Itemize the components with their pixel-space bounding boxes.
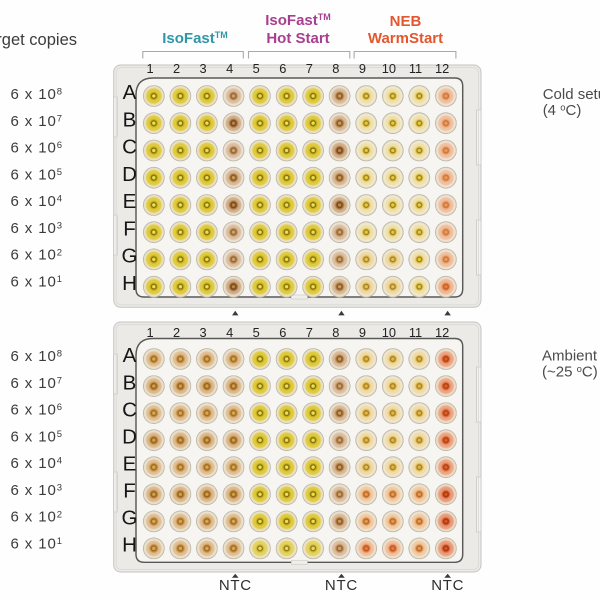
- svg-text:B: B: [123, 108, 137, 131]
- svg-text:4: 4: [226, 61, 233, 76]
- svg-text:WarmStart: WarmStart: [368, 30, 443, 47]
- svg-text:2: 2: [173, 325, 180, 340]
- svg-text:6 x 101: 6 x 101: [11, 535, 63, 552]
- svg-text:6 x 108: 6 x 108: [11, 348, 63, 365]
- svg-text:D: D: [122, 163, 137, 186]
- svg-text:C: C: [122, 136, 137, 159]
- svg-text:NEB: NEB: [390, 13, 422, 30]
- svg-text:F: F: [123, 480, 136, 503]
- svg-text:7: 7: [306, 325, 313, 340]
- svg-text:6 x 102: 6 x 102: [11, 509, 63, 526]
- svg-text:6 x 106: 6 x 106: [11, 140, 63, 157]
- svg-text:6 x 101: 6 x 101: [11, 273, 63, 290]
- svg-text:6 x 104: 6 x 104: [11, 455, 63, 472]
- svg-text:9: 9: [359, 325, 366, 340]
- svg-text:3: 3: [200, 61, 207, 76]
- svg-text:6: 6: [279, 61, 286, 76]
- svg-text:3: 3: [200, 325, 207, 340]
- svg-text:6 x 107: 6 x 107: [11, 375, 63, 392]
- svg-text:10: 10: [382, 61, 396, 76]
- svg-text:8: 8: [332, 325, 339, 340]
- svg-text:C: C: [122, 398, 137, 421]
- svg-text:E: E: [123, 190, 137, 213]
- svg-text:(~25 oC): (~25 oC): [542, 364, 598, 381]
- svg-text:E: E: [123, 452, 137, 475]
- svg-text:12: 12: [435, 61, 449, 76]
- svg-text:6 x 106: 6 x 106: [11, 402, 63, 419]
- svg-text:6 x 107: 6 x 107: [11, 113, 63, 130]
- svg-text:5: 5: [253, 325, 260, 340]
- svg-text:NTC: NTC: [219, 577, 252, 594]
- svg-text:H: H: [122, 272, 137, 295]
- svg-text:Ambient setup: Ambient setup: [542, 348, 600, 365]
- svg-text:6: 6: [279, 325, 286, 340]
- svg-text:Hot Start: Hot Start: [266, 30, 329, 47]
- svg-text:10: 10: [382, 325, 396, 340]
- svg-text:Cold setup: Cold setup: [543, 86, 600, 103]
- svg-text:1: 1: [146, 325, 153, 340]
- svg-text:IsoFastTM: IsoFastTM: [265, 12, 331, 29]
- svg-text:(4 oC): (4 oC): [543, 102, 582, 119]
- svg-text:6 x 108: 6 x 108: [11, 86, 63, 103]
- svg-text:7: 7: [306, 61, 313, 76]
- svg-text:6 x 103: 6 x 103: [11, 482, 63, 499]
- svg-text:A: A: [123, 344, 137, 367]
- svg-text:2: 2: [173, 61, 180, 76]
- svg-text:6 x 104: 6 x 104: [11, 193, 63, 210]
- svg-text:9: 9: [359, 61, 366, 76]
- svg-text:F: F: [123, 217, 136, 240]
- svg-text:4: 4: [226, 325, 233, 340]
- svg-text:B: B: [123, 371, 137, 394]
- svg-text:11: 11: [409, 325, 422, 340]
- svg-text:G: G: [122, 507, 138, 530]
- svg-text:6 x 105: 6 x 105: [11, 166, 63, 183]
- svg-text:6 x 102: 6 x 102: [11, 247, 63, 264]
- svg-text:H: H: [122, 534, 137, 557]
- svg-text:6 x 103: 6 x 103: [11, 220, 63, 237]
- svg-text:rget copies: rget copies: [0, 31, 77, 49]
- svg-text:IsoFastTM: IsoFastTM: [162, 30, 228, 47]
- svg-text:5: 5: [253, 61, 260, 76]
- svg-text:6 x 105: 6 x 105: [11, 428, 63, 445]
- svg-text:8: 8: [332, 61, 339, 76]
- svg-text:NTC: NTC: [325, 577, 358, 594]
- svg-text:11: 11: [409, 61, 422, 76]
- svg-text:G: G: [122, 245, 138, 268]
- svg-text:12: 12: [435, 325, 449, 340]
- svg-text:A: A: [123, 81, 137, 104]
- svg-text:D: D: [122, 425, 137, 448]
- svg-text:NTC: NTC: [431, 577, 464, 594]
- svg-text:1: 1: [146, 61, 153, 76]
